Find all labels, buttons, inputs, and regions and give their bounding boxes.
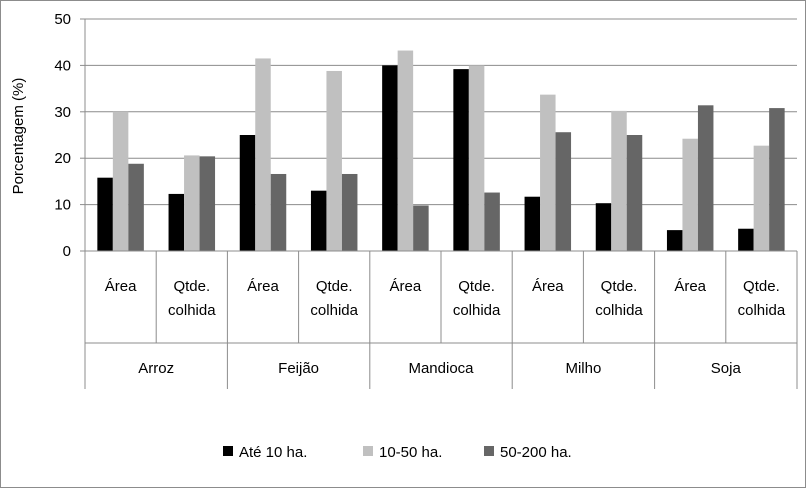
bar xyxy=(540,94,556,252)
bar xyxy=(97,177,113,251)
y-tick-label: 40 xyxy=(54,57,71,74)
subcategory-label: Área xyxy=(390,278,422,295)
bar xyxy=(128,163,144,251)
bar xyxy=(413,205,429,251)
bar xyxy=(112,111,129,251)
subcategory-label: colhida xyxy=(453,302,501,319)
subcategory-label: Área xyxy=(532,278,564,295)
legend-swatch xyxy=(363,446,373,456)
bar xyxy=(310,190,327,251)
legend-swatch xyxy=(484,446,494,456)
bar xyxy=(453,69,469,251)
bar xyxy=(468,65,485,252)
group-label: Soja xyxy=(711,360,742,377)
bar xyxy=(666,230,683,251)
bar xyxy=(769,108,785,251)
bar xyxy=(168,193,185,251)
bar xyxy=(270,173,287,251)
y-tick-label: 50 xyxy=(54,11,71,28)
group-label: Mandioca xyxy=(408,360,474,377)
bar xyxy=(753,145,770,251)
group-label: Milho xyxy=(565,360,601,377)
bars xyxy=(97,50,785,252)
bar xyxy=(382,65,398,252)
bar xyxy=(239,135,256,251)
legend: Até 10 ha. 10-50 ha. 50-200 ha. xyxy=(223,444,572,461)
subcategory-label: Qtde. xyxy=(743,278,780,295)
bar xyxy=(682,138,698,251)
bar xyxy=(524,196,541,251)
legend-label: Até 10 ha. xyxy=(239,444,307,461)
y-tick-label: 20 xyxy=(54,150,71,167)
group-label: Feijão xyxy=(278,360,319,377)
subcategory-label: Área xyxy=(105,278,137,295)
bar xyxy=(611,110,627,251)
subcategory-label: colhida xyxy=(310,302,358,319)
subcategory-label: Qtde. xyxy=(601,278,638,295)
subcategory-label: colhida xyxy=(738,302,786,319)
bar xyxy=(738,228,754,251)
legend-label: 10-50 ha. xyxy=(379,444,442,461)
y-tick-labels: 0 10 20 30 40 50 xyxy=(54,11,71,260)
y-axis-title: Porcentagem (%) xyxy=(10,78,27,195)
subcategory-label: Qtde. xyxy=(316,278,353,295)
bar xyxy=(697,105,714,251)
bar xyxy=(184,155,200,251)
y-tick-label: 0 xyxy=(63,243,71,260)
bar xyxy=(255,58,271,251)
y-tick-label: 10 xyxy=(54,197,71,214)
subcategory-label: colhida xyxy=(595,302,643,319)
subcategory-label: Qtde. xyxy=(173,278,210,295)
subcategory-label: Área xyxy=(674,278,706,295)
subcategory-label: Área xyxy=(247,278,279,295)
bar xyxy=(626,135,643,251)
subcategory-label: Qtde. xyxy=(458,278,495,295)
category-labels: Área Qtde. colhida Área Qtde. colhida Área Qtde… xyxy=(105,278,786,377)
bar xyxy=(326,70,342,251)
group-label: Arroz xyxy=(138,360,174,377)
subcategory-label: colhida xyxy=(168,302,216,319)
y-tick-label: 30 xyxy=(54,104,71,121)
bar xyxy=(484,192,500,251)
legend-swatch xyxy=(223,446,233,456)
axes xyxy=(80,18,798,389)
bar xyxy=(555,132,572,251)
bar xyxy=(595,203,612,251)
bar xyxy=(397,50,414,251)
bar xyxy=(199,156,216,251)
bar xyxy=(341,173,358,251)
legend-label: 50-200 ha. xyxy=(500,444,572,461)
